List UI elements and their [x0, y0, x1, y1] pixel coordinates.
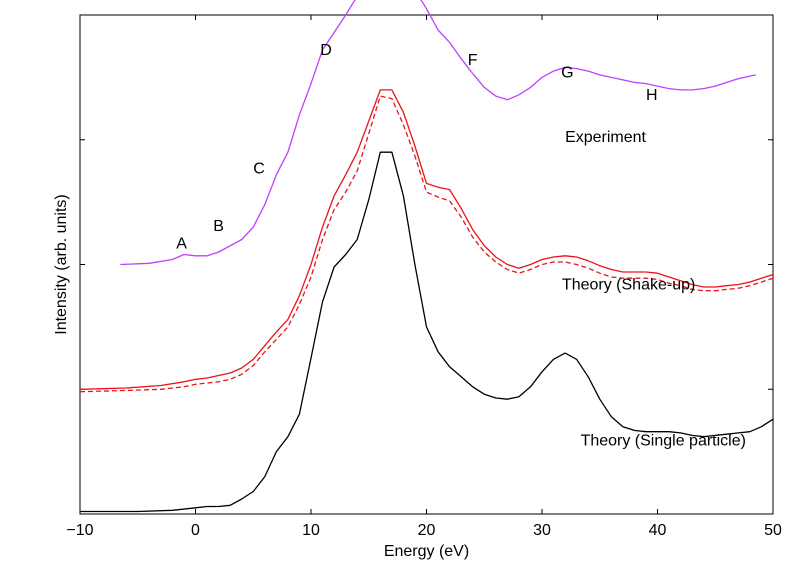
curve-label-1: Theory (Shake-up): [562, 276, 695, 293]
x-tick-label-2: 10: [302, 522, 320, 539]
x-tick-label-5: 40: [649, 522, 667, 539]
axes: −10 0 10 20 30 40 50: [66, 14, 782, 539]
peak-label-c: C: [253, 160, 265, 177]
x-tick-label-4: 30: [533, 522, 551, 539]
series-line-shakeup-dashed: [79, 95, 774, 393]
series-line-shakeup: [79, 89, 774, 390]
peak-label-f: F: [468, 52, 478, 69]
peak-label-b: B: [213, 218, 224, 235]
series-line-experiment: [120, 0, 756, 266]
x-axis-label: Energy (eV): [384, 543, 469, 560]
series-group: [79, 0, 774, 513]
x-tick-label-0: −10: [66, 522, 93, 539]
curve-label-2: Theory (Single particle): [581, 432, 746, 449]
labels-group: ABCDEFGHExperimentTheory (Shake-up)Theor…: [176, 42, 746, 449]
peak-label-g: G: [561, 64, 573, 81]
series-line-single: [80, 151, 774, 513]
y-axis-label: Intensity (arb. units): [53, 194, 70, 335]
peak-label-a: A: [176, 235, 187, 252]
x-tick-label-1: 0: [191, 522, 200, 539]
curve-label-0: Experiment: [565, 129, 646, 146]
x-tick-label-3: 20: [418, 522, 436, 539]
peak-label-d: D: [320, 42, 332, 59]
peak-label-h: H: [646, 87, 658, 104]
x-tick-label-6: 50: [764, 522, 782, 539]
